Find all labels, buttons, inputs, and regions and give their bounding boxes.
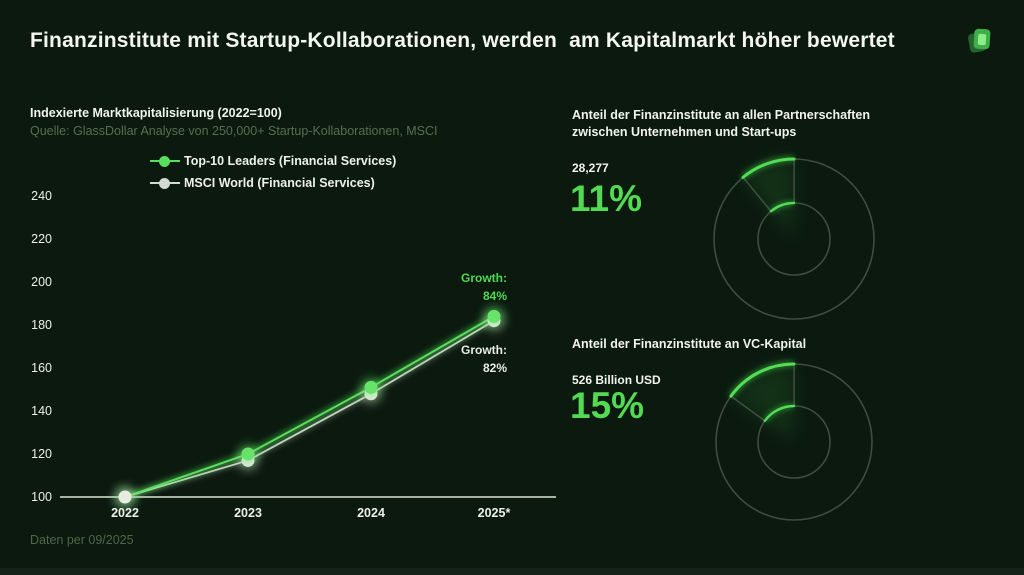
msci-point	[487, 314, 501, 328]
line-chart-heading: Indexierte Marktkapitalisierung (2022=10…	[30, 106, 282, 120]
vc-percent: 15%	[570, 385, 645, 426]
legend-marker-icon	[150, 155, 180, 167]
bottom-strip	[0, 568, 1024, 575]
donut-inner-arc-glow	[762, 403, 795, 423]
donut-slice-glow	[730, 364, 794, 442]
line-chart-legend: Top-10 Leaders (Financial Services) MSCI …	[150, 150, 396, 194]
msci-point	[241, 453, 255, 467]
y-tick-label: 100	[31, 490, 52, 504]
donut-outer-ring	[715, 363, 873, 521]
y-tick-label: 220	[31, 232, 52, 246]
partnership-percent: 11%	[570, 178, 643, 219]
top10-point	[118, 490, 132, 504]
legend-marker-icon	[150, 177, 180, 189]
growth-value: 82%	[482, 361, 507, 375]
msci-point-halo	[484, 310, 504, 331]
msci-point	[118, 490, 132, 504]
donut-inner-ring	[757, 405, 831, 479]
x-axis-label: 2025*	[477, 506, 511, 520]
data-footnote: Daten per 09/2025	[30, 533, 134, 547]
glassdollar-logo-icon	[967, 26, 997, 58]
legend-item: MSCI World (Financial Services)	[150, 172, 396, 194]
partnership-panel-title: Anteil der Finanzinstitute an allen Part…	[572, 107, 870, 141]
growth-value: 84%	[482, 289, 507, 303]
x-axis-label: 2024	[357, 506, 385, 520]
legend-item: Top-10 Leaders (Financial Services)	[150, 150, 396, 172]
growth-label: Growth:	[461, 271, 507, 285]
line-chart-source: Quelle: GlassDollar Analyse von 250,000+…	[30, 124, 438, 138]
donut-slice-glow	[743, 159, 794, 239]
legend-label: MSCI World (Financial Services)	[184, 176, 375, 190]
top10-point	[487, 309, 501, 323]
top10-point	[364, 380, 378, 394]
top10-point-halo	[484, 306, 504, 327]
logo-inner-shape	[977, 33, 987, 46]
y-tick-label: 240	[31, 189, 52, 203]
donut-inner-ring	[757, 202, 831, 276]
top10-point-halo	[238, 444, 258, 464]
msci-point	[364, 387, 378, 401]
legend-label: Top-10 Leaders (Financial Services)	[184, 154, 397, 168]
y-tick-label: 120	[31, 447, 52, 461]
partnership-count: 28,277	[572, 161, 609, 175]
top10-point-halo	[115, 487, 135, 507]
donut-outer-ring	[713, 158, 875, 320]
msci-point-halo	[238, 450, 258, 471]
donut-inner-arc	[769, 201, 796, 213]
partnership-title-line1: Anteil der Finanzinstitute an allen Part…	[572, 108, 870, 122]
page-title: Finanzinstitute mit Startup-Kollaboratio…	[30, 29, 895, 52]
vc-title-line1: Anteil der Finanzinstitute an VC-Kapital	[572, 337, 807, 351]
y-tick-label: 200	[31, 275, 52, 289]
y-tick-label: 180	[31, 318, 52, 332]
donut-arc-glow	[728, 361, 795, 398]
donut-divider	[742, 176, 772, 212]
growth-label: Growth:	[461, 343, 507, 357]
y-tick-label: 140	[31, 404, 52, 418]
y-tick-label: 160	[31, 361, 52, 375]
top10-point-halo	[361, 377, 381, 398]
growth-annotation-msci: Growth: 82%	[397, 341, 507, 377]
vc-panel-title: Anteil der Finanzinstitute an VC-Kapital	[572, 336, 806, 353]
donut-divider	[730, 395, 766, 422]
donut-inner-arc	[763, 404, 796, 423]
donut-inner-arc-glow	[769, 200, 795, 214]
x-axis-label: 2023	[234, 506, 262, 520]
vc-amount: 526 Billion USD	[572, 373, 661, 387]
donut-outer-arc	[729, 362, 796, 398]
partnership-title-line2: zwischen Unternehmen und Start-ups	[572, 125, 797, 139]
x-axis-label: 2022	[111, 506, 139, 520]
donut-arc-glow	[741, 156, 795, 180]
msci-point-halo	[115, 487, 135, 507]
growth-annotation-top10: Growth: 84%	[397, 269, 507, 305]
donut-outer-arc	[741, 157, 796, 179]
top10-point	[241, 447, 255, 461]
msci-point-halo	[361, 383, 381, 404]
